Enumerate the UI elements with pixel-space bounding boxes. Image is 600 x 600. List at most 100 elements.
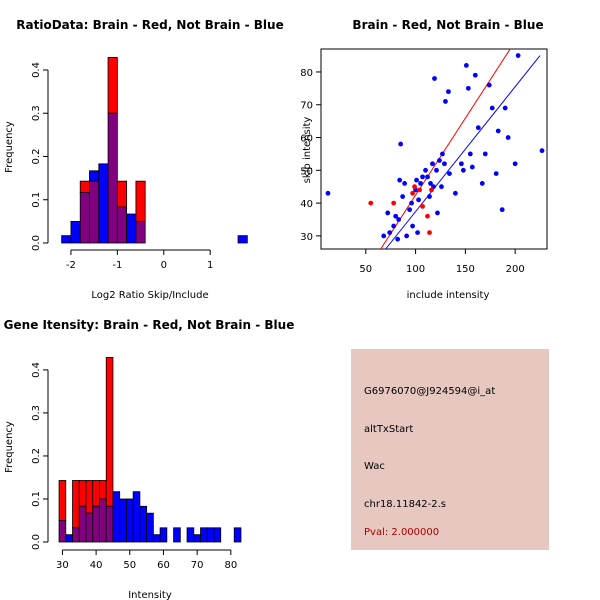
scatter-point-not-brain (393, 213, 399, 219)
scatter-point-not-brain (447, 171, 452, 176)
scatter-point-not-brain (400, 194, 406, 199)
intensity-bar-overlap (72, 527, 80, 543)
intensity-bar-not-brain (200, 527, 208, 543)
scatter-point-not-brain (415, 230, 420, 236)
ratio-y-tick-label: 0.1 (31, 192, 42, 208)
intensity-bar-brain (78, 480, 87, 507)
scatter-x-tick-label: 200 (506, 264, 525, 275)
intensity-y-tick-label: 0.2 (31, 448, 42, 464)
intensity-y-tick-label: 0.1 (31, 491, 42, 507)
scatter-point-not-brain (482, 151, 488, 157)
intensity-bar-brain (72, 480, 80, 529)
scatter-ylabel: skip intensity (302, 117, 313, 184)
scatter-point-not-brain (443, 99, 448, 104)
intensity-bar-not-brain (213, 527, 222, 543)
intensity-bar-not-brain (146, 512, 154, 543)
scatter-point-not-brain (428, 181, 433, 186)
scatter-point-not-brain (404, 233, 410, 239)
ratio-bar-not-brain (98, 163, 109, 244)
ratio-y-tick-label: 0.4 (31, 62, 42, 78)
scatter-x-tick-label: 100 (406, 264, 425, 275)
scatter-point-not-brain (414, 177, 419, 183)
intensity-bar-not-brain (139, 505, 148, 543)
scatter-point-brain (429, 187, 434, 193)
intensity-axes: 0.0 0.1 0.2 0.3 0.4 30 40 50 60 70 80 (31, 362, 237, 571)
not-brain-fit-line (385, 55, 541, 250)
scatter-point-not-brain (437, 158, 442, 163)
intensity-bar-overlap (92, 505, 100, 543)
ratio-x-tick-label: 1 (207, 260, 213, 271)
intensity-bar-not-brain (65, 534, 73, 543)
intensity-y-tick-label: 0.0 (31, 534, 42, 550)
scatter-point-not-brain (515, 53, 521, 58)
scatter-point-not-brain (396, 217, 402, 222)
scatter-point-not-brain (381, 233, 387, 239)
scatter-point-not-brain (502, 105, 508, 111)
ratio-bar-brain (135, 180, 146, 222)
intensity-bar-brain (58, 480, 67, 521)
ratio-bar-overlap (89, 180, 100, 244)
scatter-point-not-brain (427, 194, 432, 199)
scatter-point-brain (427, 230, 432, 236)
ratio-x-tick-label: -1 (112, 260, 122, 271)
scatter-point-not-brain (430, 161, 435, 167)
gene-name: Wac (364, 461, 385, 472)
ratio-bar-not-brain (237, 235, 248, 244)
scatter-point-not-brain (440, 151, 445, 157)
ratio-ylabel: Frequency (4, 121, 15, 173)
scatter-point-brain (420, 203, 425, 209)
ratio-x-tick-label: 0 (161, 260, 167, 271)
scatter-point-not-brain (420, 174, 425, 180)
scatter-point-not-brain (460, 167, 466, 173)
scatter-plot-box (320, 48, 548, 250)
scatter-point-not-brain (489, 105, 495, 111)
scatter-point-not-brain (467, 151, 473, 157)
intensity-bar-not-brain (152, 534, 161, 543)
intensity-bar-overlap (58, 520, 67, 543)
scatter-y-tick-label: 40 (300, 199, 313, 210)
brain-fit-line (380, 48, 511, 250)
pval-text: Pval: 2.000000 (364, 527, 440, 538)
intensity-x-tick-label: 30 (56, 560, 69, 571)
intensity-x-tick-label: 70 (191, 560, 204, 571)
ratio-bar-overlap (135, 220, 146, 244)
intensity-bar-not-brain (206, 527, 215, 543)
scatter-fit-lines (380, 48, 541, 250)
ratio-bar-brain (79, 180, 90, 193)
scatter-point-not-brain (463, 62, 469, 68)
info-panel: G6976070@J924594@i_at altTxStart Wac chr… (351, 349, 549, 550)
scatter-point-not-brain (479, 181, 485, 186)
ratio-x-tick-label: -2 (66, 260, 76, 271)
scatter-point-not-brain (439, 184, 444, 190)
scatter-point-not-brain (325, 190, 331, 196)
ratio-axes: 0.0 0.1 0.2 0.3 0.4 -2 -1 0 1 (31, 62, 213, 271)
ratio-xlabel: Log2 Ratio Skip/Include (91, 290, 208, 301)
scatter-point-not-brain (495, 128, 501, 134)
intensity-bar-not-brain (119, 498, 127, 543)
scatter-point-brain (425, 213, 430, 219)
scatter-point-brain (368, 200, 374, 206)
ratio-y-tick-label: 0.2 (31, 149, 42, 165)
intensity-bar-not-brain (173, 527, 181, 543)
intensity-bar-not-brain (112, 491, 121, 543)
scatter-y-tick-label: 30 (300, 232, 313, 243)
intensity-y-tick-label: 0.3 (31, 405, 42, 421)
intensity-bar-not-brain (186, 527, 195, 543)
scatter-point-not-brain (385, 210, 391, 216)
scatter-point-not-brain (442, 161, 447, 167)
scatter-point-not-brain (395, 236, 401, 242)
scatter-point-brain (391, 200, 397, 206)
ratio-bar-overlap (116, 206, 128, 244)
scatter-xlabel: include intensity (407, 290, 490, 301)
scatter-point-not-brain (446, 89, 451, 95)
scatter-point-not-brain (434, 167, 439, 173)
scatter-point-not-brain (387, 230, 393, 236)
scatter-point-not-brain (391, 223, 397, 229)
scatter-title: Brain - Red, Not Brain - Blue (352, 18, 543, 32)
scatter-point-not-brain (432, 76, 437, 81)
intensity-bar-not-brain (126, 498, 134, 543)
ratio-bar-overlap (79, 191, 90, 244)
scatter-x-tick-label: 150 (456, 264, 475, 275)
ratio-bar-brain (107, 57, 118, 114)
intensity-bar-not-brain (159, 527, 168, 543)
